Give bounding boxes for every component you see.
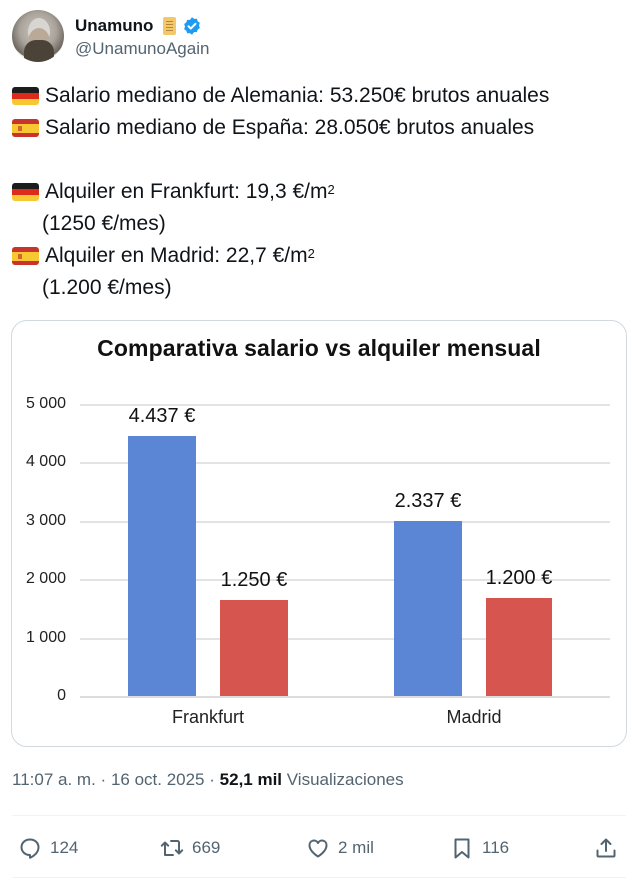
rent-madrid-monthly: (1.200 €/mes) — [42, 276, 172, 299]
y-tick-label: 1 000 — [25, 629, 66, 646]
bar-value-label: 1.250 € — [220, 569, 288, 591]
y-tick-label: 5 000 — [25, 395, 66, 412]
display-name[interactable]: Unamuno — [75, 15, 154, 35]
text-line: Salario mediano de España: 28.050€ bruto… — [12, 112, 549, 144]
bookmark-count: 116 — [482, 838, 510, 857]
bar-madrid-rent — [486, 598, 552, 696]
gridline — [80, 404, 610, 406]
text-line: Alquiler en Madrid: 22,7 €/m 2 — [12, 240, 549, 272]
reply-count: 124 — [50, 838, 79, 857]
germany-flag-icon — [12, 183, 39, 201]
bookmark-icon — [454, 838, 470, 859]
spain-flag-icon — [12, 247, 39, 265]
bar-chart: 5 000 4 000 3 000 2 000 1 000 0 4.437 € … — [12, 321, 626, 746]
retweet-count: 669 — [192, 838, 221, 857]
scroll-icon — [160, 16, 178, 36]
spain-flag-icon — [12, 119, 39, 137]
gridline — [80, 638, 610, 640]
author-names: Unamuno @UnamunoAgain — [75, 14, 209, 59]
bar-value-label: 4.437 € — [128, 405, 196, 427]
separator: · — [100, 770, 107, 789]
retweet-icon — [160, 840, 184, 856]
tweet-header: Unamuno @UnamunoAgain — [12, 10, 209, 62]
verified-icon[interactable] — [182, 16, 202, 36]
views-count: 52,1 mil — [219, 770, 283, 789]
text-line: (1.200 €/mes) — [12, 272, 549, 304]
bar-madrid-salary — [394, 521, 462, 696]
y-tick-label: 0 — [57, 687, 66, 704]
divider — [12, 877, 626, 878]
text-line: (1250 €/mes) — [12, 208, 549, 240]
rent-madrid-text: Alquiler en Madrid: 22,7 €/m — [45, 244, 308, 267]
text-line: Alquiler en Frankfurt: 19,3 €/m 2 — [12, 176, 549, 208]
tweet-time[interactable]: 11:07 a. m. — [12, 770, 96, 789]
gridline — [80, 462, 610, 464]
tweet-text: Salario mediano de Alemania: 53.250€ bru… — [12, 80, 549, 304]
gridline — [80, 521, 610, 523]
retweet-button[interactable]: 669 — [160, 830, 220, 866]
like-button[interactable]: 2 mil — [306, 830, 374, 866]
reply-button[interactable]: 124 — [18, 830, 78, 866]
bar-value-label: 2.337 € — [394, 490, 462, 512]
bookmark-button[interactable]: 116 — [450, 830, 509, 866]
reply-icon — [20, 838, 40, 859]
heart-icon — [308, 839, 328, 858]
views-label: Visualizaciones — [286, 770, 404, 789]
x-tick-label: Frankfurt — [171, 707, 245, 727]
bar-frankfurt-rent — [220, 600, 288, 696]
tweet-meta: 11:07 a. m. · 16 oct. 2025 · 52,1 mil Vi… — [12, 770, 404, 790]
gridline — [80, 579, 610, 581]
tweet-date[interactable]: 16 oct. 2025 — [110, 770, 205, 789]
rent-frankfurt-text: Alquiler en Frankfurt: 19,3 €/m — [45, 180, 328, 203]
germany-flag-icon — [12, 87, 39, 105]
avatar[interactable] — [12, 10, 64, 62]
bar-frankfurt-salary — [128, 436, 196, 696]
y-tick-label: 4 000 — [25, 453, 66, 470]
y-tick-label: 2 000 — [25, 570, 66, 587]
rent-frankfurt-monthly: (1250 €/mes) — [42, 212, 166, 235]
baseline — [80, 696, 610, 698]
y-tick-label: 3 000 — [25, 512, 66, 529]
text-line: Salario mediano de Alemania: 53.250€ bru… — [12, 80, 549, 112]
chart-title: Comparativa salario vs alquiler mensual — [97, 335, 541, 361]
action-bar: 124 669 2 mil 116 — [12, 830, 626, 866]
share-button[interactable] — [594, 830, 618, 866]
salary-germany-text: Salario mediano de Alemania: 53.250€ bru… — [45, 84, 550, 107]
share-icon — [596, 838, 616, 858]
chart-image[interactable]: Comparativa salario vs alquiler mensual … — [11, 320, 627, 747]
like-count: 2 mil — [338, 838, 374, 857]
separator: · — [209, 770, 215, 789]
user-handle[interactable]: @UnamunoAgain — [75, 38, 210, 58]
x-tick-label: Madrid — [446, 707, 502, 727]
divider — [12, 815, 626, 816]
bar-value-label: 1.200 € — [485, 567, 553, 589]
salary-spain-text: Salario mediano de España: 28.050€ bruto… — [45, 116, 535, 139]
